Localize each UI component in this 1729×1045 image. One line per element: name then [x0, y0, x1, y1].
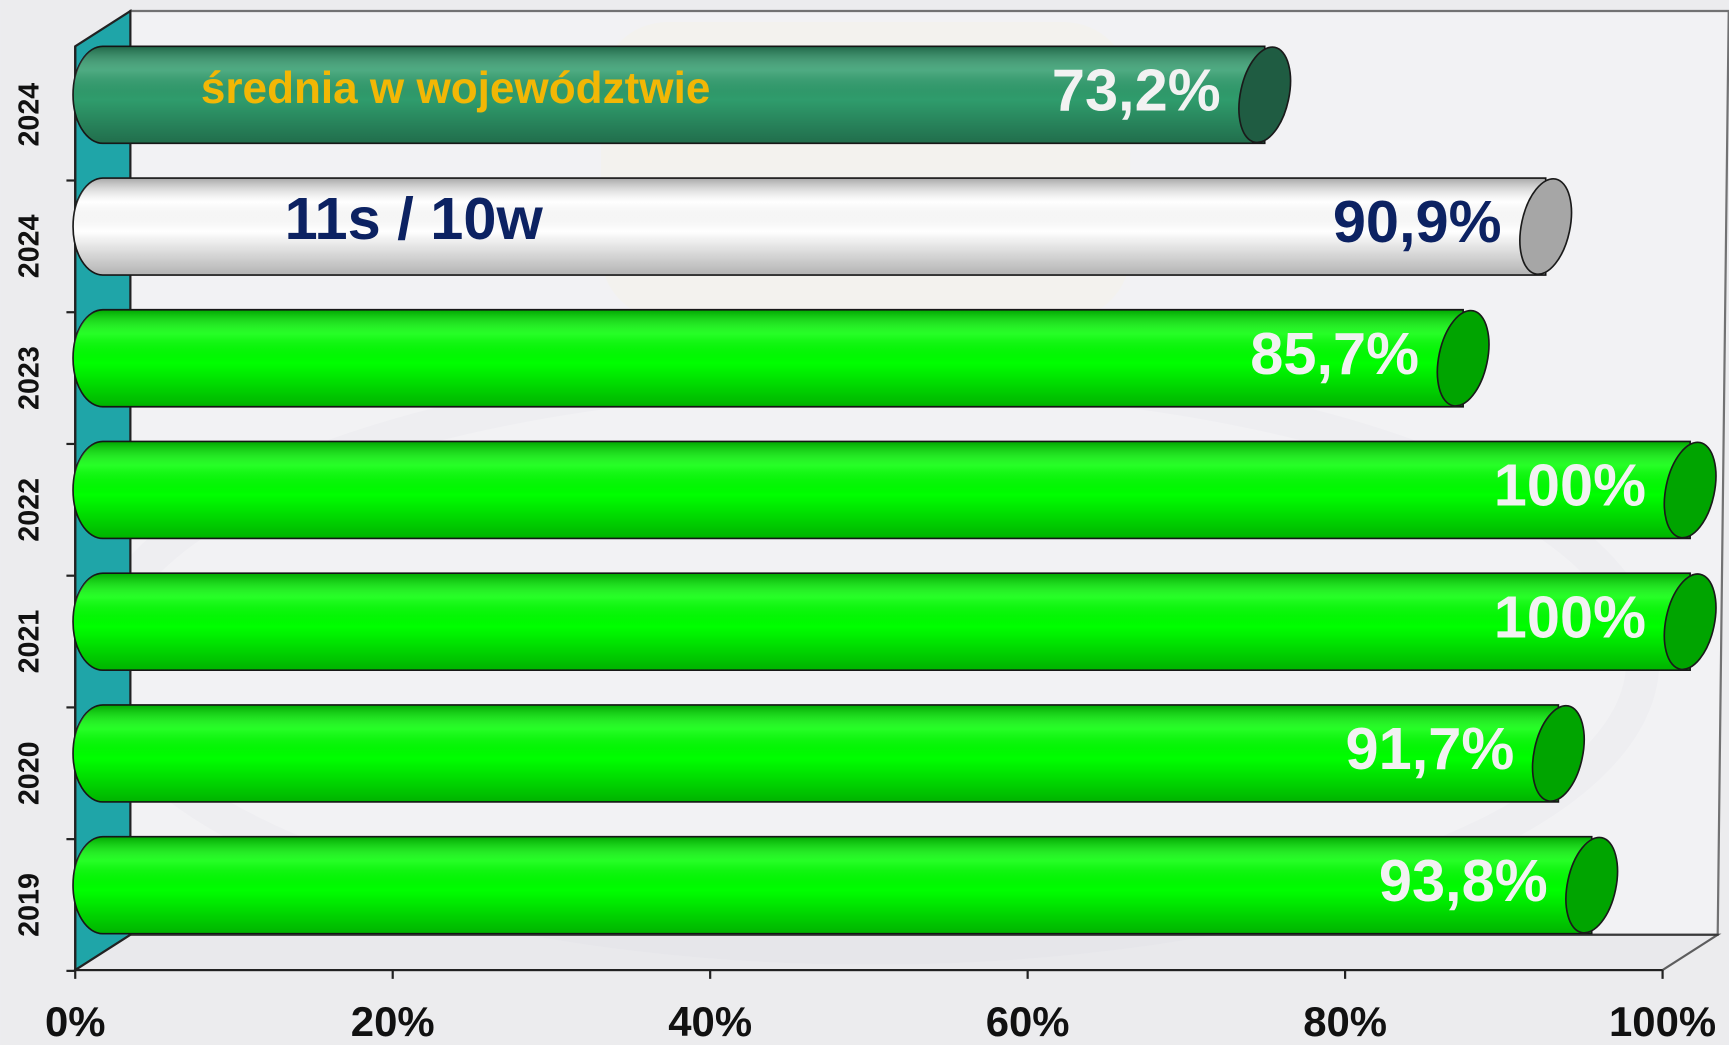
y-tick-label: 2021	[14, 610, 46, 674]
bar-cap	[1663, 573, 1717, 671]
y-tick-label: 2019	[14, 873, 46, 937]
bar-shading	[73, 441, 1691, 539]
bar-shading	[73, 178, 1546, 276]
bar-shading	[73, 573, 1691, 671]
bar-cap	[1565, 836, 1619, 934]
value-label: 91,7%	[1346, 715, 1515, 782]
bar-shading	[73, 46, 1265, 144]
bar-cap	[1663, 441, 1717, 539]
x-tick-label: 60%	[986, 998, 1070, 1045]
bar-cap	[1531, 704, 1585, 802]
x-tick-label: 100%	[1609, 998, 1716, 1045]
y-tick-label: 2024	[14, 83, 46, 147]
bar-cap	[1238, 46, 1292, 144]
bar-cap	[1436, 309, 1490, 407]
y-tick-label: 2020	[14, 741, 46, 805]
value-label: 73,2%	[1052, 57, 1221, 124]
value-label: 85,7%	[1250, 320, 1419, 387]
value-label: 100%	[1494, 452, 1646, 519]
x-tick-label: 40%	[668, 998, 752, 1045]
y-tick-label: 2022	[14, 478, 46, 542]
bar-shading	[73, 309, 1464, 407]
value-label: 93,8%	[1379, 847, 1548, 914]
x-tick-label: 20%	[351, 998, 435, 1045]
y-tick-label: 2024	[14, 214, 46, 278]
value-label: 100%	[1494, 583, 1646, 650]
floor	[71, 933, 1722, 972]
value-label: 90,9%	[1333, 188, 1502, 255]
bar-shading	[73, 704, 1559, 802]
x-tick-label: 0%	[45, 998, 106, 1045]
y-tick-label: 2023	[14, 346, 46, 410]
bar-annotation: średnia w województwie	[201, 64, 710, 113]
bar-shading	[73, 836, 1592, 934]
bar-cap	[1519, 177, 1573, 276]
bar-annotation: 11s / 10w	[285, 185, 544, 252]
x-tick-label: 80%	[1303, 998, 1387, 1045]
